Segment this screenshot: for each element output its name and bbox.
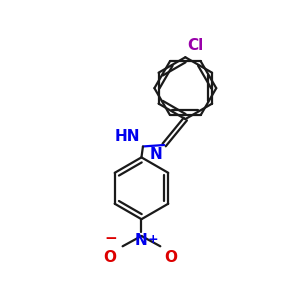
Text: +: + bbox=[147, 233, 158, 246]
Text: HN: HN bbox=[115, 129, 141, 144]
Text: O: O bbox=[164, 250, 177, 265]
Text: O: O bbox=[104, 250, 117, 265]
Text: Cl: Cl bbox=[188, 38, 204, 53]
Text: N: N bbox=[135, 233, 148, 248]
Text: −: − bbox=[104, 231, 117, 246]
Text: N: N bbox=[150, 147, 163, 162]
